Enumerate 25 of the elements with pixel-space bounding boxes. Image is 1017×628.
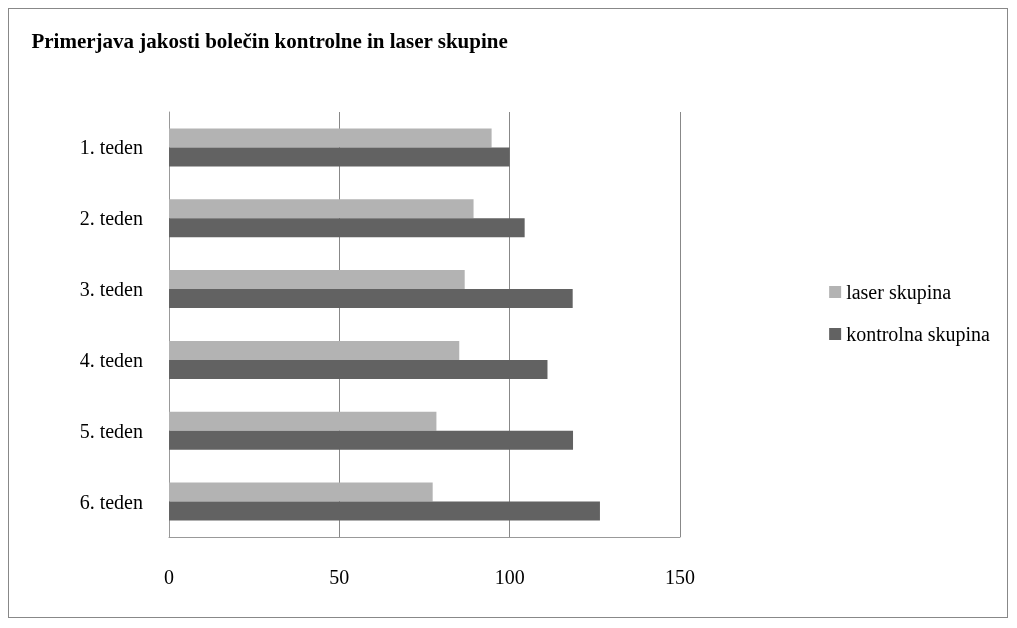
bar [169,359,548,379]
bar [169,270,465,290]
legend-label: kontrolna skupina [846,323,991,346]
legend-label: laser skupina [846,281,952,304]
bar [169,411,437,431]
chart-title: Primerjava jakosti bolečin kontrolne in laser skupine [31,28,508,53]
bar [169,340,460,360]
y-tick-label: 6. teden [79,490,143,513]
bar [169,128,492,148]
bar [169,218,525,238]
x-tick-label: 100 [494,566,525,588]
bar [169,289,573,309]
x-tick-label: 50 [329,566,350,588]
x-tick-label: 150 [665,566,695,588]
y-tick-label: 5. teden [79,419,143,442]
bar [169,147,510,167]
bar [169,430,574,450]
y-tick-label: 2. teden [79,207,143,230]
x-tick-label: 0 [164,566,174,588]
y-tick-label: 3. teden [79,278,143,301]
y-tick-label: 4. teden [79,348,143,371]
y-tick-label: 1. teden [79,136,143,159]
bar [169,199,474,219]
bar [169,501,600,521]
bar [169,482,433,502]
